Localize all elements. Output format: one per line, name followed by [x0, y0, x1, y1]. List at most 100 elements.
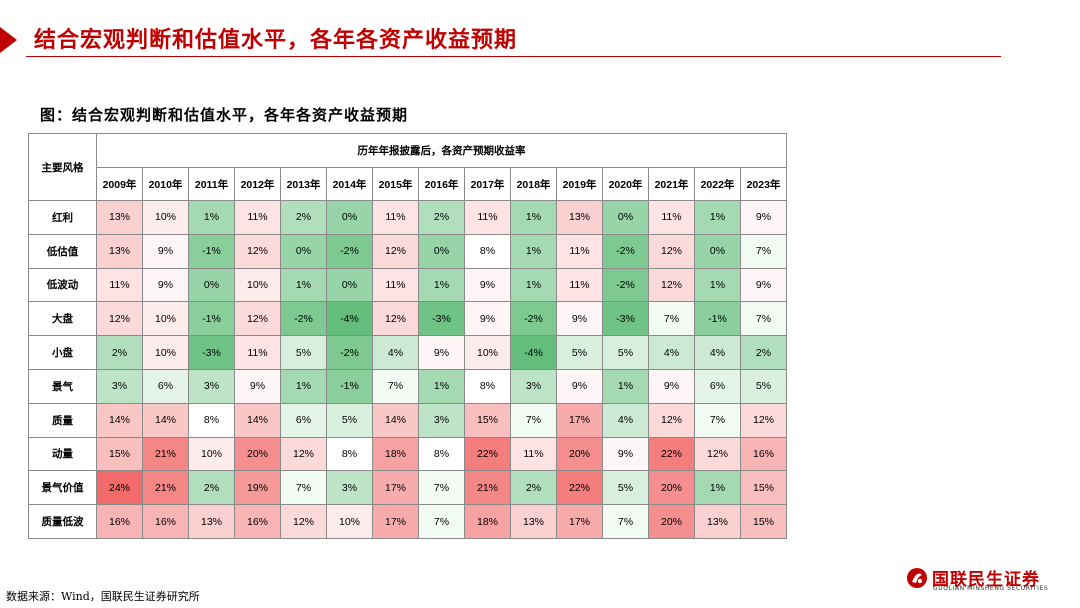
value-cell: 11% — [556, 267, 603, 303]
value-cell: 18% — [372, 436, 419, 472]
value-cell: 16% — [96, 504, 143, 539]
value-cell: 19% — [234, 470, 281, 506]
returns-table: 主要风格 历年年报披露后，各资产预期收益率 2009年 2010年 2011年 201… — [28, 133, 787, 539]
year-header: 2010年 — [142, 167, 189, 201]
value-cell: -4% — [510, 335, 557, 370]
value-cell: 9% — [142, 233, 189, 269]
value-cell: 14% — [372, 402, 419, 438]
value-cell: 2% — [418, 200, 465, 235]
value-cell: 9% — [142, 267, 189, 303]
value-cell: 16% — [234, 504, 281, 539]
value-cell: 8% — [464, 368, 511, 404]
value-cell: 7% — [280, 470, 327, 506]
value-cell: 2% — [740, 335, 787, 370]
row-label: 红利 — [28, 200, 97, 235]
value-cell: 7% — [648, 301, 695, 337]
value-cell: 12% — [280, 504, 327, 539]
value-cell: 8% — [326, 436, 373, 472]
logo-mark-icon — [907, 568, 927, 588]
table-row: 动量 15% 21% 10% 20% 12% 8% 18% 8% 22% 11% 20% 9% 22% 12… — [28, 436, 787, 472]
year-header: 2021年 — [648, 167, 695, 201]
value-cell: 0% — [326, 200, 373, 235]
year-header: 2012年 — [234, 167, 281, 201]
value-cell: 11% — [96, 267, 143, 303]
value-cell: -3% — [188, 335, 235, 370]
value-cell: 0% — [418, 233, 465, 269]
value-cell: 17% — [372, 470, 419, 506]
value-cell: 12% — [648, 233, 695, 269]
value-cell: 10% — [188, 436, 235, 472]
value-cell: 15% — [96, 436, 143, 472]
value-cell: 10% — [326, 504, 373, 539]
value-cell: -4% — [326, 301, 373, 337]
value-cell: 6% — [280, 402, 327, 438]
value-cell: 15% — [464, 402, 511, 438]
value-cell: 8% — [418, 436, 465, 472]
value-cell: 7% — [740, 233, 787, 269]
value-cell: 13% — [694, 504, 741, 539]
value-cell: 10% — [464, 335, 511, 370]
value-cell: 17% — [556, 402, 603, 438]
value-cell: 4% — [372, 335, 419, 370]
brand-logo: 国联民生证券 GUOLIAN MINSHENG SECURITIES — [906, 565, 1052, 595]
logo-text: 国联民生证券 — [932, 570, 1040, 590]
value-cell: 5% — [326, 402, 373, 438]
value-cell: 0% — [694, 233, 741, 269]
year-header: 2019年 — [556, 167, 603, 201]
source-note: 数据来源：Wind，国联民生证券研究所 — [6, 590, 200, 603]
value-cell: 1% — [510, 200, 557, 235]
value-cell: 10% — [234, 267, 281, 303]
value-cell: 22% — [464, 436, 511, 472]
value-cell: 12% — [372, 233, 419, 269]
value-cell: 11% — [372, 200, 419, 235]
value-cell: -2% — [280, 301, 327, 337]
value-cell: 22% — [556, 470, 603, 506]
year-header: 2014年 — [326, 167, 373, 201]
value-cell: 10% — [142, 200, 189, 235]
value-cell: 21% — [464, 470, 511, 506]
value-cell: 20% — [556, 436, 603, 472]
value-cell: -3% — [418, 301, 465, 337]
value-cell: 1% — [280, 267, 327, 303]
value-cell: 15% — [740, 470, 787, 506]
year-header: 2020年 — [602, 167, 649, 201]
value-cell: 9% — [464, 301, 511, 337]
row-label: 景气价值 — [28, 470, 97, 506]
table-row: 低估值 13% 9% -1% 12% 0% -2% 12% 0% 8% 1% 11% -2% 12% 0% 7… — [28, 233, 787, 269]
header-divider — [26, 56, 1001, 57]
value-cell: 0% — [280, 233, 327, 269]
value-cell: 3% — [188, 368, 235, 404]
table-row: 质量 14% 14% 8% 14% 6% 5% 14% 3% 15% 7% 17% 4% 12% 7% 12% — [28, 402, 787, 438]
value-cell: 1% — [418, 267, 465, 303]
value-cell: 1% — [510, 267, 557, 303]
value-cell: 11% — [464, 200, 511, 235]
value-cell: 9% — [740, 200, 787, 235]
value-cell: 13% — [510, 504, 557, 539]
value-cell: 0% — [602, 200, 649, 235]
value-cell: 20% — [648, 504, 695, 539]
row-label: 景气 — [28, 368, 97, 404]
value-cell: 2% — [188, 470, 235, 506]
value-cell: 9% — [556, 368, 603, 404]
value-cell: 8% — [464, 233, 511, 269]
value-cell: 1% — [188, 200, 235, 235]
year-header: 2023年 — [740, 167, 787, 201]
value-cell: -2% — [326, 233, 373, 269]
table-row: 质量低波 16% 16% 13% 16% 12% 10% 17% 7% 18% 13% 17% 7% 20… — [28, 504, 787, 539]
table-row: 低波动 11% 9% 0% 10% 1% 0% 11% 1% 9% 1% 11% -2% 12% 1% 9% — [28, 267, 787, 303]
value-cell: 1% — [694, 200, 741, 235]
row-label: 小盘 — [28, 335, 97, 370]
table-row: 景气 3% 6% 3% 9% 1% -1% 7% 1% 8% 3% 9% 1% 9% 6% 5% — [28, 368, 787, 404]
value-cell: 11% — [372, 267, 419, 303]
value-cell: 9% — [418, 335, 465, 370]
value-cell: 11% — [510, 436, 557, 472]
value-cell: -2% — [326, 335, 373, 370]
value-cell: -1% — [326, 368, 373, 404]
value-cell: -2% — [602, 233, 649, 269]
value-cell: 20% — [648, 470, 695, 506]
row-label: 质量低波 — [28, 504, 97, 539]
value-cell: 12% — [234, 301, 281, 337]
value-cell: 12% — [740, 402, 787, 438]
value-cell: 10% — [142, 335, 189, 370]
row-label: 低波动 — [28, 267, 97, 303]
